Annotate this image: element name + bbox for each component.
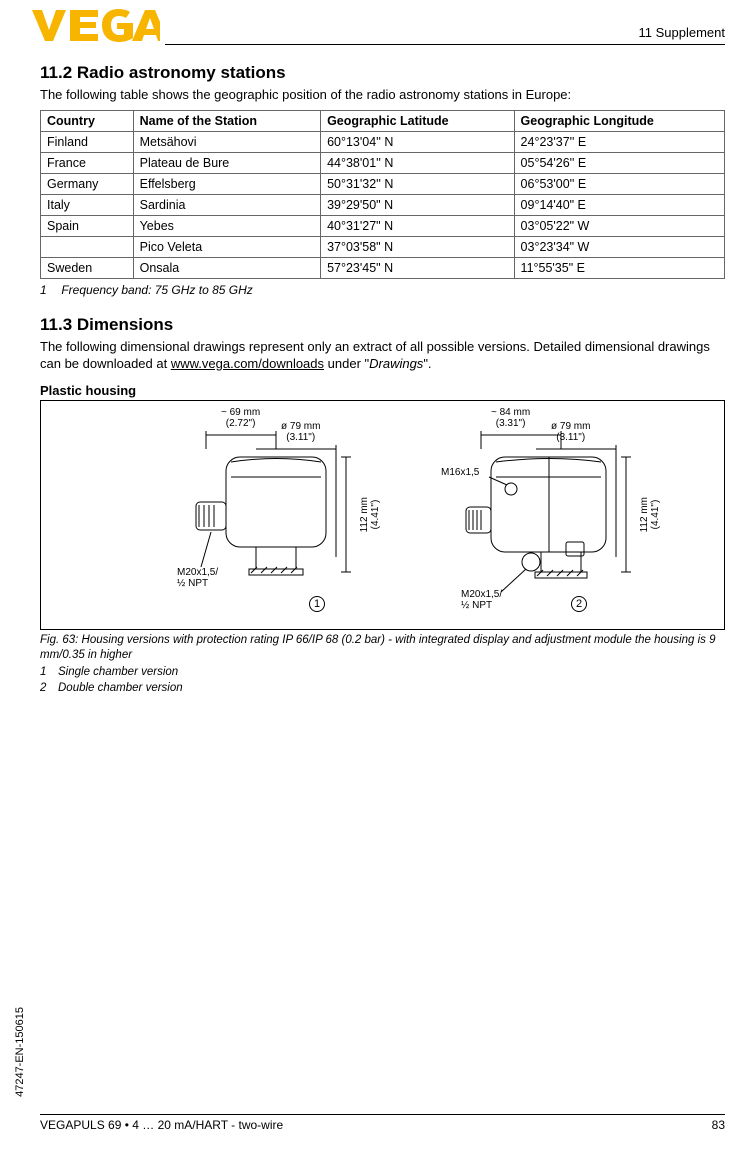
housing-double-drawing: ~ 84 mm(3.31") ø 79 mm(3.11") M16x1,5 bbox=[441, 407, 671, 610]
table-cell: Effelsberg bbox=[133, 173, 320, 194]
table-cell: 40°31'27" N bbox=[321, 215, 514, 236]
table-cell: 44°38'01'' N bbox=[321, 152, 514, 173]
table-cell: France bbox=[41, 152, 134, 173]
table-cell: 50°31'32'' N bbox=[321, 173, 514, 194]
table-cell: Spain bbox=[41, 215, 134, 236]
section-11-3-heading: 11.3 Dimensions bbox=[40, 315, 725, 335]
vega-logo bbox=[30, 8, 160, 46]
col-lon: Geographic Longitude bbox=[514, 110, 724, 131]
table-cell bbox=[41, 236, 134, 257]
table-row: SwedenOnsala57°23'45" N11°55'35" E bbox=[41, 257, 725, 278]
table-row: Pico Veleta37°03'58" N03°23'34" W bbox=[41, 236, 725, 257]
table-row: FrancePlateau de Bure44°38'01'' N05°54'2… bbox=[41, 152, 725, 173]
stations-table: Country Name of the Station Geographic L… bbox=[40, 110, 725, 279]
table-cell: Finland bbox=[41, 131, 134, 152]
header-rule bbox=[165, 44, 725, 45]
table-cell: 05°54'26'' E bbox=[514, 152, 724, 173]
figure-legend-1: 1Single chamber version bbox=[40, 665, 725, 680]
section-11-2-heading: 11.2 Radio astronomy stations bbox=[40, 63, 725, 83]
col-lat: Geographic Latitude bbox=[321, 110, 514, 131]
figure-marker-2: 2 bbox=[571, 595, 587, 612]
section-11-3-intro: The following dimensional drawings repre… bbox=[40, 339, 725, 373]
housing-single-drawing: ~ 69 mm(2.72") ø 79 mm(3.11") bbox=[171, 407, 391, 610]
table-row: FinlandMetsähovi60°13'04'' N24°23'37'' E bbox=[41, 131, 725, 152]
col-station: Name of the Station bbox=[133, 110, 320, 131]
table-cell: 03°05'22" W bbox=[514, 215, 724, 236]
table-cell: Pico Veleta bbox=[133, 236, 320, 257]
figure-legend-2: 2Double chamber version bbox=[40, 681, 725, 696]
table-cell: 11°55'35" E bbox=[514, 257, 724, 278]
chapter-label: 11 Supplement bbox=[639, 25, 726, 40]
table-row: SpainYebes40°31'27" N03°05'22" W bbox=[41, 215, 725, 236]
table-footnote: 1 Frequency band: 75 GHz to 85 GHz bbox=[40, 283, 725, 297]
table-cell: Germany bbox=[41, 173, 134, 194]
table-row: ItalySardinia39°29'50" N09°14'40" E bbox=[41, 194, 725, 215]
table-cell: Onsala bbox=[133, 257, 320, 278]
footer-left: VEGAPULS 69 • 4 … 20 mA/HART - two-wire bbox=[40, 1118, 283, 1132]
table-cell: Plateau de Bure bbox=[133, 152, 320, 173]
table-cell: Sardinia bbox=[133, 194, 320, 215]
table-cell: 03°23'34" W bbox=[514, 236, 724, 257]
table-cell: Sweden bbox=[41, 257, 134, 278]
page-footer: VEGAPULS 69 • 4 … 20 mA/HART - two-wire … bbox=[40, 1114, 725, 1132]
table-cell: 24°23'37'' E bbox=[514, 131, 724, 152]
table-cell: 57°23'45" N bbox=[321, 257, 514, 278]
table-cell: 39°29'50" N bbox=[321, 194, 514, 215]
figure-marker-1: 1 bbox=[309, 595, 325, 612]
table-cell: Metsähovi bbox=[133, 131, 320, 152]
download-link[interactable]: www.vega.com/downloads bbox=[171, 356, 324, 371]
page-number: 83 bbox=[712, 1118, 725, 1132]
figure-subheading: Plastic housing bbox=[40, 383, 725, 398]
table-cell: 37°03'58" N bbox=[321, 236, 514, 257]
section-11-2-intro: The following table shows the geographic… bbox=[40, 87, 725, 104]
col-country: Country bbox=[41, 110, 134, 131]
figure-caption: Fig. 63: Housing versions with protectio… bbox=[40, 633, 725, 663]
table-cell: 06°53'00'' E bbox=[514, 173, 724, 194]
figure-box: ~ 69 mm(2.72") ø 79 mm(3.11") bbox=[40, 400, 725, 630]
table-cell: 09°14'40" E bbox=[514, 194, 724, 215]
document-code: 47247-EN-150615 bbox=[14, 1007, 26, 1097]
table-cell: Yebes bbox=[133, 215, 320, 236]
table-cell: Italy bbox=[41, 194, 134, 215]
table-row: GermanyEffelsberg50°31'32'' N06°53'00'' … bbox=[41, 173, 725, 194]
table-cell: 60°13'04'' N bbox=[321, 131, 514, 152]
